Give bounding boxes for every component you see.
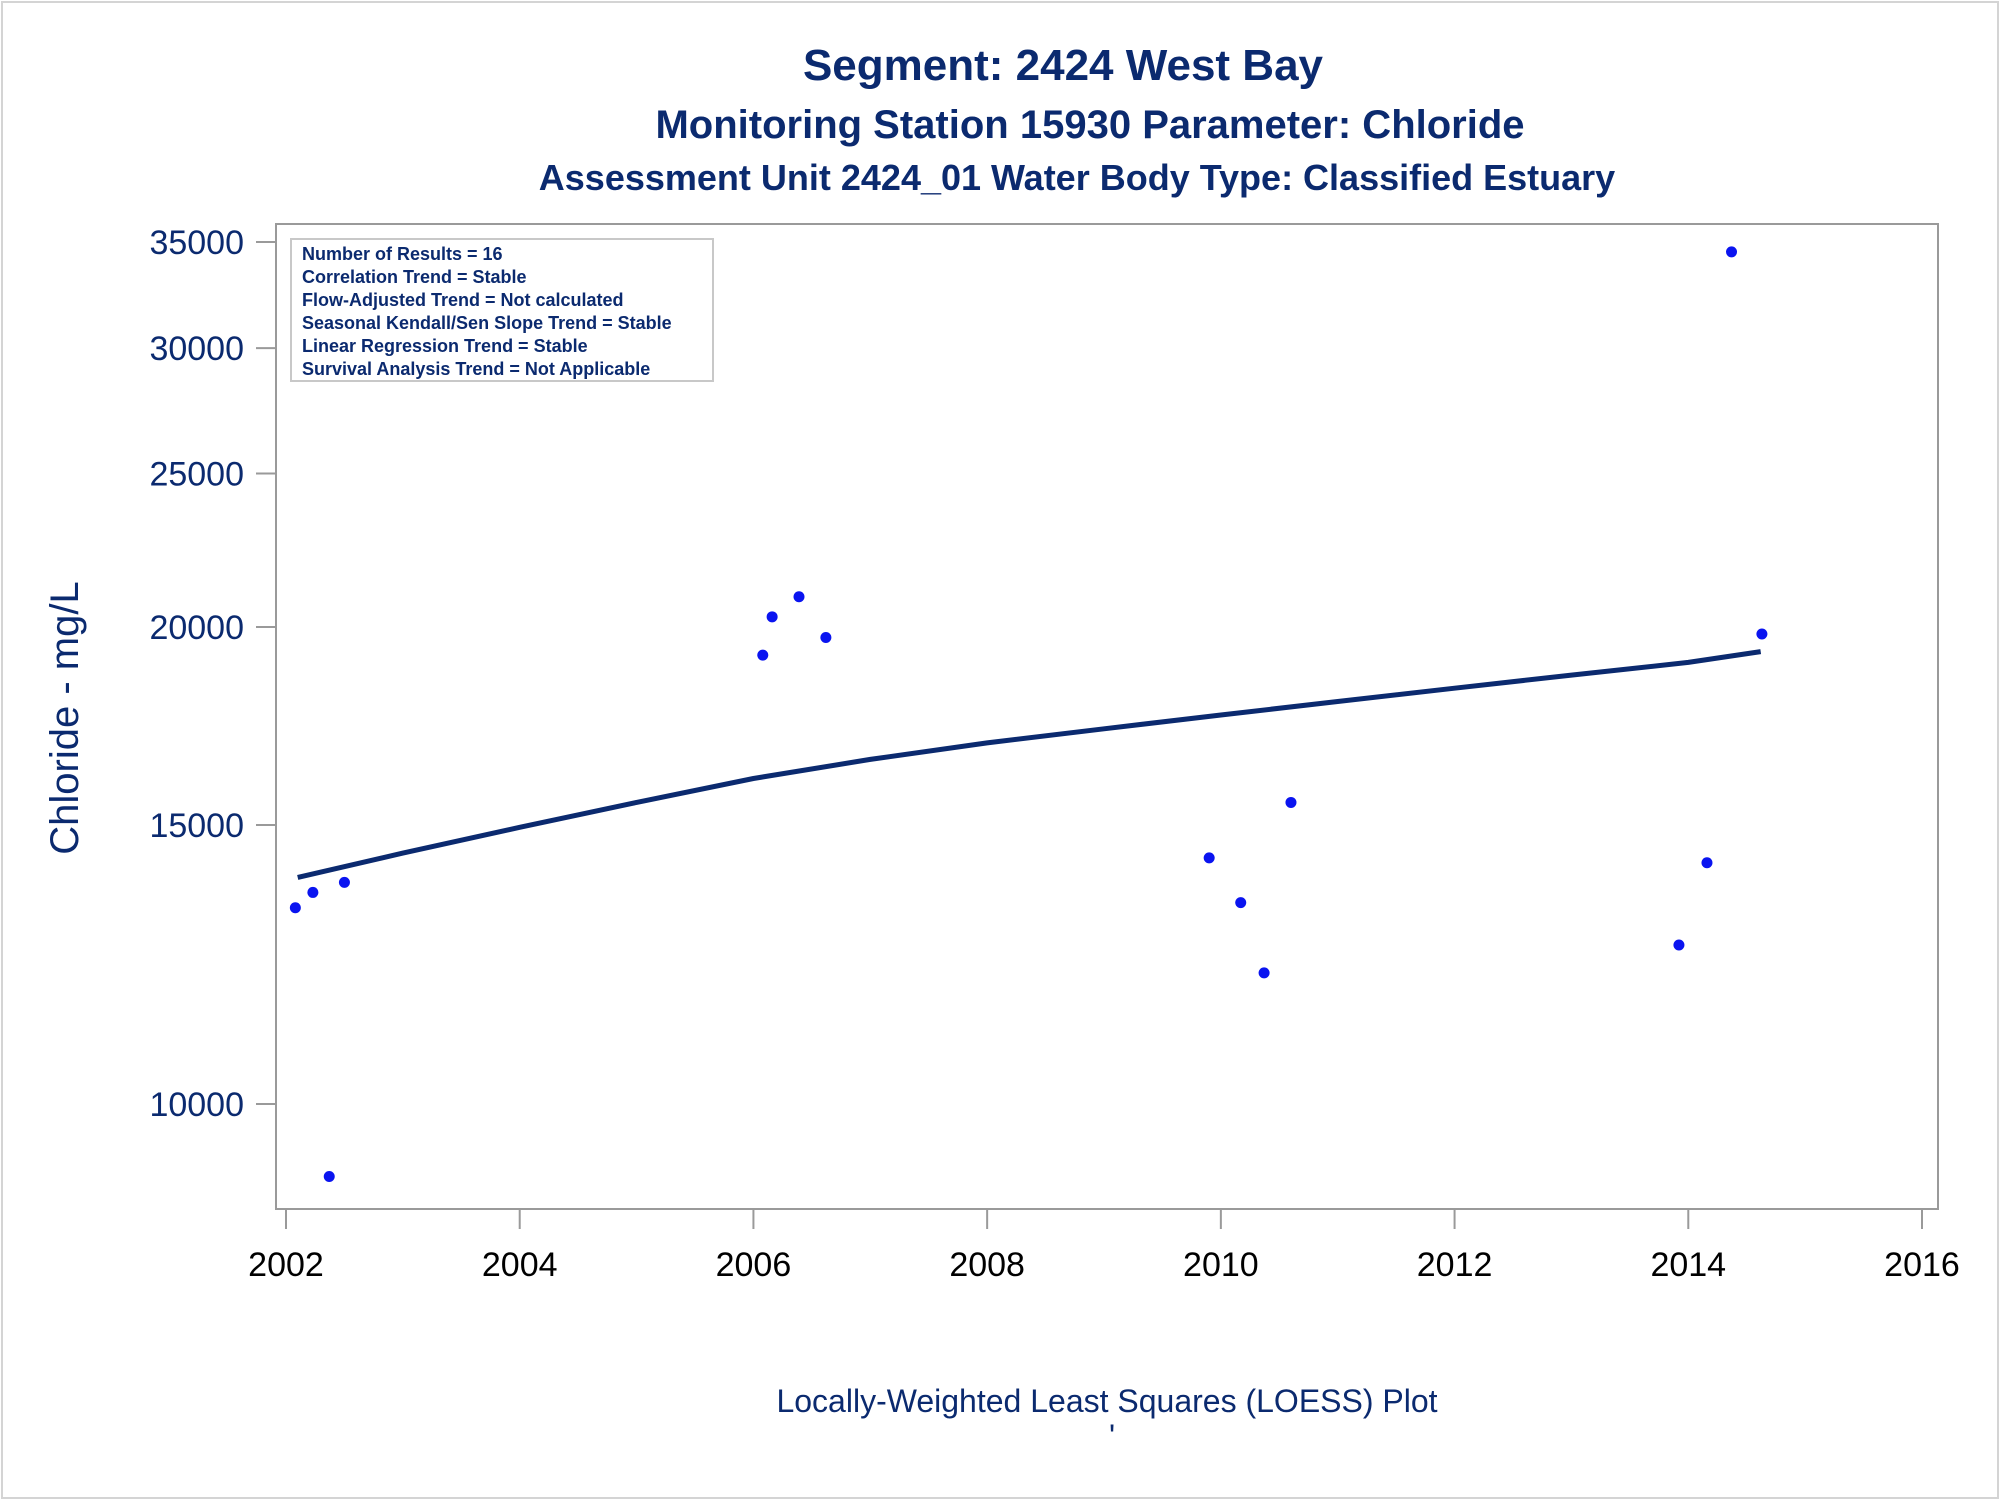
- stats-box-border: [290, 238, 714, 382]
- footer-mark: ': [1109, 1418, 1115, 1454]
- stats-line: Survival Analysis Trend = Not Applicable: [302, 359, 650, 379]
- x-tick-label: 2010: [1183, 1246, 1259, 1284]
- data-point: [793, 591, 805, 603]
- loess-line: [297, 649, 1762, 880]
- data-point: [1203, 852, 1215, 864]
- data-point: [757, 649, 769, 661]
- chart-subtitle-2: Assessment Unit 2424_01 Water Body Type:…: [539, 157, 1615, 198]
- plot-area: [275, 223, 1939, 1210]
- data-point: [1701, 857, 1713, 869]
- stats-line: Linear Regression Trend = Stable: [302, 336, 588, 356]
- chart-title: Segment: 2424 West Bay: [803, 41, 1324, 90]
- footer-caption: Locally-Weighted Least Squares (LOESS) P…: [776, 1383, 1437, 1419]
- y-axis: 10000 15000 20000 25000 30000 35000: [149, 224, 276, 1124]
- data-point: [766, 611, 778, 623]
- data-point: [338, 876, 350, 888]
- data-point: [1756, 628, 1768, 640]
- y-tick-label: 20000: [149, 609, 244, 647]
- stats-line: Number of Results = 16: [302, 244, 503, 264]
- stats-line: Correlation Trend = Stable: [302, 267, 527, 287]
- chart-subtitle: Monitoring Station 15930 Parameter: Chlo…: [655, 103, 1524, 147]
- x-tick-label: 2008: [949, 1246, 1025, 1284]
- stats-line: Seasonal Kendall/Sen Slope Trend = Stabl…: [302, 313, 672, 333]
- y-tick-label: 10000: [149, 1086, 244, 1124]
- x-tick-label: 2002: [248, 1246, 324, 1284]
- x-axis: 2002 2004 2006 2008 2010 2012 2014 2016: [248, 1209, 1960, 1284]
- data-point: [307, 886, 319, 898]
- data-point: [1673, 939, 1685, 951]
- data-point: [289, 902, 301, 914]
- x-tick-label: 2014: [1650, 1246, 1726, 1284]
- y-tick-label: 30000: [149, 330, 244, 368]
- data-point: [323, 1170, 335, 1182]
- data-points-layer: [289, 246, 1768, 1182]
- loess-line-layer: [297, 649, 1762, 880]
- data-point: [820, 631, 832, 643]
- x-tick-label: 2004: [482, 1246, 558, 1284]
- data-point: [1258, 967, 1270, 979]
- y-tick-label: 35000: [149, 224, 244, 262]
- data-point: [1285, 796, 1297, 808]
- y-tick-label: 15000: [149, 807, 244, 845]
- x-tick-label: 2012: [1417, 1246, 1493, 1284]
- data-point: [1235, 897, 1247, 909]
- data-point: [1726, 246, 1738, 258]
- y-axis-label: Chloride - mg/L: [43, 581, 87, 854]
- x-tick-label: 2006: [716, 1246, 792, 1284]
- y-tick-label: 25000: [149, 456, 244, 494]
- stats-box: Number of Results = 16 Correlation Trend…: [290, 238, 714, 382]
- x-tick-label: 2016: [1884, 1246, 1960, 1284]
- stats-line: Flow-Adjusted Trend = Not calculated: [302, 290, 624, 310]
